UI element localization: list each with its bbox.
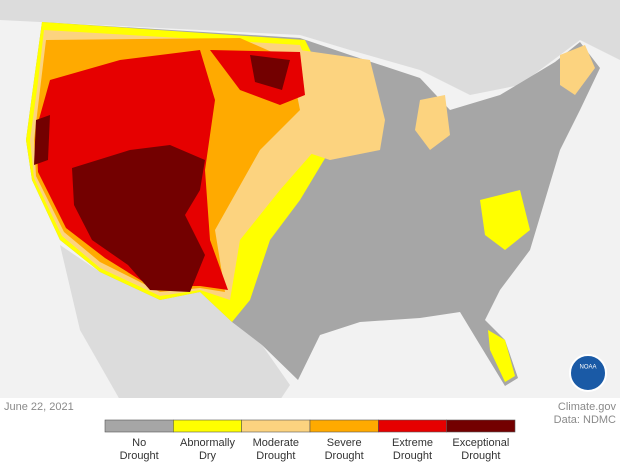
canada bbox=[0, 0, 620, 95]
logo-circle bbox=[569, 354, 607, 392]
legend-label: Drought bbox=[120, 450, 159, 462]
legend-label: Drought bbox=[325, 450, 364, 462]
mexico bbox=[60, 245, 290, 400]
legend-swatch bbox=[378, 419, 447, 433]
legend-label: No bbox=[132, 437, 146, 449]
legend-label: Drought bbox=[461, 450, 500, 462]
exceptional-coast bbox=[34, 115, 50, 165]
dry-carolina bbox=[480, 190, 530, 250]
us-map bbox=[26, 22, 600, 386]
noaa-logo: NOAA bbox=[569, 354, 607, 392]
legend-label: Drought bbox=[256, 450, 295, 462]
credit-source: Data: NDMC bbox=[554, 414, 616, 426]
legend: NoDroughtAbnormallyDryModerateDroughtSev… bbox=[104, 419, 516, 462]
exceptional-north bbox=[250, 55, 290, 90]
legend-label: Exceptional bbox=[452, 437, 509, 449]
credit-site: Climate.gov bbox=[558, 401, 617, 413]
legend-swatch bbox=[446, 419, 516, 433]
legend-label: Abnormally bbox=[180, 437, 236, 449]
legend-swatch bbox=[104, 419, 174, 433]
legend-swatch bbox=[241, 419, 311, 433]
legend-label: Moderate bbox=[253, 437, 299, 449]
legend-label: Severe bbox=[327, 437, 362, 449]
dry-florida bbox=[488, 330, 515, 382]
moderate-michigan bbox=[415, 95, 450, 150]
legend-swatch bbox=[173, 419, 242, 433]
legend-label: Dry bbox=[199, 450, 217, 462]
legend-swatch bbox=[309, 419, 379, 433]
moderate-plains bbox=[300, 50, 385, 160]
legend-label: Drought bbox=[393, 450, 432, 462]
exceptional-southwest bbox=[72, 145, 205, 292]
date: June 22, 2021 bbox=[4, 401, 74, 413]
logo-text: NOAA bbox=[579, 365, 596, 371]
moderate-maine bbox=[560, 45, 595, 95]
legend-label: Extreme bbox=[392, 437, 433, 449]
